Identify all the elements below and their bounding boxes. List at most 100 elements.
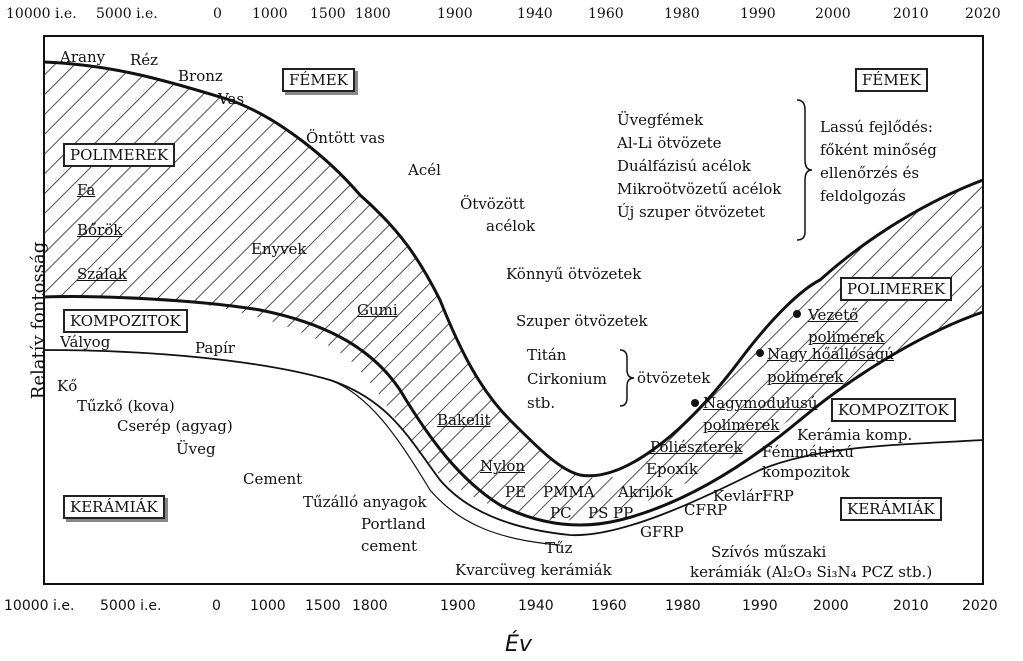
ceramics-curve bbox=[43, 349, 984, 536]
top-tick: 1500 bbox=[310, 6, 346, 22]
brace-titan bbox=[619, 349, 635, 407]
label-bronz: Bronz bbox=[178, 67, 223, 85]
y-axis-title: Relatív fontosság bbox=[28, 241, 50, 400]
label-lassu-4: feldolgozás bbox=[820, 187, 906, 205]
label-cfrp: CFRP bbox=[684, 501, 728, 519]
top-tick: 1000 bbox=[252, 6, 288, 22]
label-mikro: Mikroötvözetű acélok bbox=[617, 180, 782, 198]
label-gumi: Gumi bbox=[357, 301, 398, 319]
top-tick: 0 bbox=[213, 6, 222, 22]
group-box-kompozitok-left: KOMPOZITOK bbox=[63, 309, 188, 333]
bottom-tick: 2010 bbox=[893, 598, 929, 614]
label-pc: PC bbox=[550, 504, 572, 522]
label-stb: stb. bbox=[527, 394, 556, 412]
label-vas: Vas bbox=[218, 90, 245, 108]
bottom-tick: 1000 bbox=[250, 598, 286, 614]
label-cirkonium: Cirkonium bbox=[527, 370, 607, 388]
label-acelok: acélok bbox=[486, 217, 536, 235]
x-axis-title: Év bbox=[505, 632, 532, 657]
top-tick: 2010 bbox=[893, 6, 929, 22]
group-box-keramiak-right: KERÁMIÁK bbox=[840, 497, 942, 521]
label-dualfazisu: Duálfázisú acélok bbox=[617, 157, 751, 175]
label-uj-szuper: Új szuper ötvözetet bbox=[617, 203, 766, 221]
label-kvarc: Kvarcüveg kerámiák bbox=[455, 561, 612, 579]
label-femmatrix-1: Fémmátrixú bbox=[762, 443, 854, 461]
top-tick: 2000 bbox=[815, 6, 851, 22]
label-kevlar: KevlárFRP bbox=[713, 487, 794, 505]
label-acel: Acél bbox=[408, 161, 441, 179]
label-gfrp: GFRP bbox=[640, 523, 684, 541]
label-ontott-vas: Öntött vas bbox=[306, 129, 385, 147]
label-nagyho-1: Nagy hőállóságú bbox=[767, 345, 895, 363]
top-tick: 1960 bbox=[588, 6, 624, 22]
label-epoxik: Epoxik bbox=[646, 460, 698, 478]
group-box-polimerek-right: POLIMEREK bbox=[840, 277, 953, 301]
label-alli: Al-Li ötvözete bbox=[617, 134, 722, 152]
polymer-region-left bbox=[44, 62, 620, 521]
label-femmatrix-2: kompozitok bbox=[762, 463, 850, 481]
polymer-region-right bbox=[620, 180, 983, 510]
group-box-kompozitok-right: KOMPOZITOK bbox=[831, 398, 956, 422]
label-szivos: Szívós műszaki bbox=[711, 543, 827, 561]
label-nagyho-2: polimerek bbox=[767, 368, 844, 386]
bottom-tick: 1900 bbox=[440, 598, 476, 614]
dot-nagyho bbox=[756, 349, 764, 357]
label-cement2: cement bbox=[361, 537, 418, 555]
label-valyog: Vályog bbox=[60, 333, 111, 351]
group-box-keramiak-left: KERÁMIÁK bbox=[63, 495, 165, 519]
label-ko: Kő bbox=[57, 377, 78, 395]
top-tick: 1900 bbox=[437, 6, 473, 22]
label-konnyu: Könnyű ötvözetek bbox=[506, 265, 642, 283]
brace-right bbox=[796, 99, 813, 241]
label-poliesz: Poliészterek bbox=[650, 438, 743, 456]
ceramics-lower-curve bbox=[329, 379, 561, 546]
top-tick: 1980 bbox=[664, 6, 700, 22]
top-tick: 5000 i.e. bbox=[96, 6, 158, 22]
label-keramia-komp: Kerámia komp. bbox=[797, 426, 913, 444]
label-nagymod-1: Nagymodulusú bbox=[703, 394, 818, 412]
label-vezeto-1: Vezető bbox=[808, 306, 859, 324]
bottom-tick: 1980 bbox=[665, 598, 701, 614]
label-tuzko: Tűzkő (kova) bbox=[77, 397, 175, 415]
label-papir: Papír bbox=[195, 339, 235, 357]
label-portland: Portland bbox=[361, 515, 426, 533]
label-uvegfemek: Üvegfémek bbox=[617, 111, 704, 129]
top-tick: 10000 i.e. bbox=[6, 6, 77, 22]
bottom-tick: 1500 bbox=[305, 598, 341, 614]
label-cement: Cement bbox=[243, 470, 303, 488]
top-tick: 1990 bbox=[740, 6, 776, 22]
label-nagymod-2: polimerek bbox=[703, 416, 780, 434]
label-tuzallo: Tűzálló anyagok bbox=[303, 493, 427, 511]
label-vezeto-2: polimerek bbox=[808, 328, 885, 346]
label-uveg: Üveg bbox=[176, 440, 216, 458]
bottom-tick: 0 bbox=[212, 598, 221, 614]
label-otvozetek: ötvözetek bbox=[637, 369, 711, 387]
label-tuz: Tűz bbox=[545, 539, 573, 557]
bottom-tick: 5000 i.e. bbox=[100, 598, 162, 614]
label-arany: Arany bbox=[60, 48, 106, 66]
bottom-tick: 1940 bbox=[518, 598, 554, 614]
label-enyvek: Enyvek bbox=[251, 240, 307, 258]
label-akrilok: Akrilok bbox=[618, 483, 673, 501]
bottom-tick: 1990 bbox=[742, 598, 778, 614]
group-box-femek-right: FÉMEK bbox=[855, 68, 928, 92]
label-lassu-3: ellenőrzés és bbox=[820, 164, 920, 182]
bottom-tick: 2000 bbox=[813, 598, 849, 614]
label-bakelit: Bakelit bbox=[437, 411, 491, 429]
label-szalak: Szálak bbox=[77, 265, 127, 283]
label-borok: Bőrök bbox=[77, 221, 123, 239]
label-nylon: Nylon bbox=[480, 457, 526, 475]
polymers-curve bbox=[43, 295, 984, 527]
label-lassu-2: főként minőség bbox=[820, 141, 937, 159]
metals-curve bbox=[43, 60, 984, 478]
top-tick: 1800 bbox=[355, 6, 391, 22]
label-cserep: Cserép (agyag) bbox=[117, 417, 233, 435]
top-tick: 1940 bbox=[517, 6, 553, 22]
bottom-tick: 10000 i.e. bbox=[4, 598, 75, 614]
label-ps: PS bbox=[588, 504, 609, 522]
bottom-tick: 2020 bbox=[962, 598, 998, 614]
label-fa: Fa bbox=[77, 181, 96, 199]
label-pp: PP bbox=[613, 504, 634, 522]
label-szuper: Szuper ötvözetek bbox=[516, 312, 648, 330]
